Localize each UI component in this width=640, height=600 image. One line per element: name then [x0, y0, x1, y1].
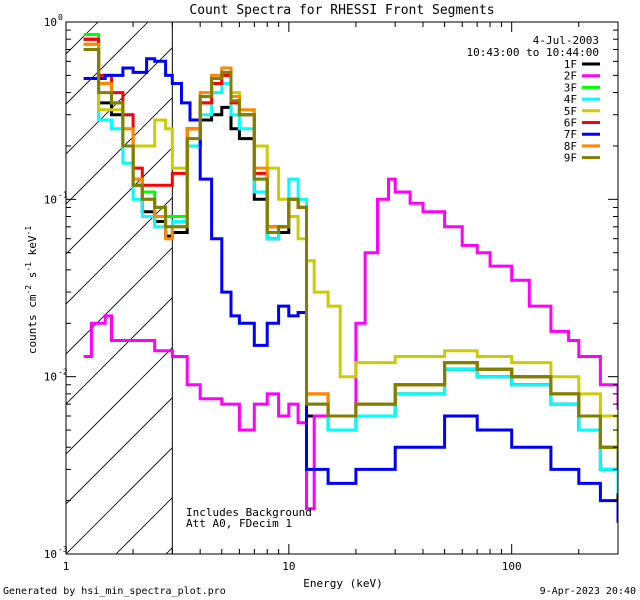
series-line-9F: [83, 48, 618, 470]
series-line-4F: [83, 42, 618, 494]
series-line-5F: [83, 42, 618, 448]
legend-label-6F: 6F: [564, 117, 577, 130]
plot-frame: [65, 21, 619, 555]
legend-label-2F: 2F: [564, 70, 577, 83]
footer-generated-by: Generated by hsi_min_spectra_plot.pro: [3, 586, 226, 597]
legend-label-8F: 8F: [564, 140, 577, 153]
y-label-base: counts cm: [26, 294, 39, 354]
header-time-range: 10:43:00 to 10:44:00: [467, 46, 599, 59]
x-tick-label: 10: [282, 560, 295, 573]
annotation-background: Includes Background: [186, 506, 312, 519]
y-label-exp3: -1: [24, 226, 33, 236]
header-date: 4-Jul-2003: [533, 34, 599, 47]
hatch-line: [66, 247, 173, 355]
y-label-mid2: keV: [26, 235, 39, 262]
series-layer: [83, 33, 618, 523]
x-tick-label: 1: [63, 560, 70, 573]
y-tick-label: 10: [44, 16, 57, 29]
y-label-exp1: -2: [24, 285, 33, 295]
x-axis-label: Energy (keV): [303, 577, 382, 590]
y-tick-exponent: -2: [58, 368, 68, 377]
legend-label-4F: 4F: [564, 93, 577, 106]
hatch-line: [66, 447, 173, 554]
legend-label-9F: 9F: [564, 152, 577, 165]
legend-label-3F: 3F: [564, 81, 577, 94]
legend-label-7F: 7F: [564, 128, 577, 141]
y-axis-label: counts cm-2 s-1 keV-1: [24, 226, 39, 354]
y-tick-label: 10: [44, 193, 57, 206]
hatch-line: [66, 97, 173, 205]
y-tick-label: 10: [44, 548, 57, 561]
series-line-7F: [83, 57, 618, 523]
hatch-line: [66, 197, 173, 305]
y-tick-exponent: -1: [58, 190, 68, 199]
y-tick-exponent: 0: [58, 13, 63, 22]
footer-timestamp: 9-Apr-2023 20:40: [540, 586, 636, 597]
chart-title: Count Spectra for RHESSI Front Segments: [189, 3, 494, 18]
y-tick-label: 10: [44, 371, 57, 384]
legend-label-5F: 5F: [564, 105, 577, 118]
y-tick-exponent: -3: [58, 545, 68, 554]
x-tick-label: 100: [502, 560, 522, 573]
legend-label-1F: 1F: [564, 58, 577, 71]
annotation-attenuator: Att A0, FDecim 1: [186, 517, 292, 530]
hatch-line: [66, 397, 173, 505]
y-label-exp2: -1: [24, 262, 33, 272]
y-label-mid: s: [26, 272, 39, 285]
